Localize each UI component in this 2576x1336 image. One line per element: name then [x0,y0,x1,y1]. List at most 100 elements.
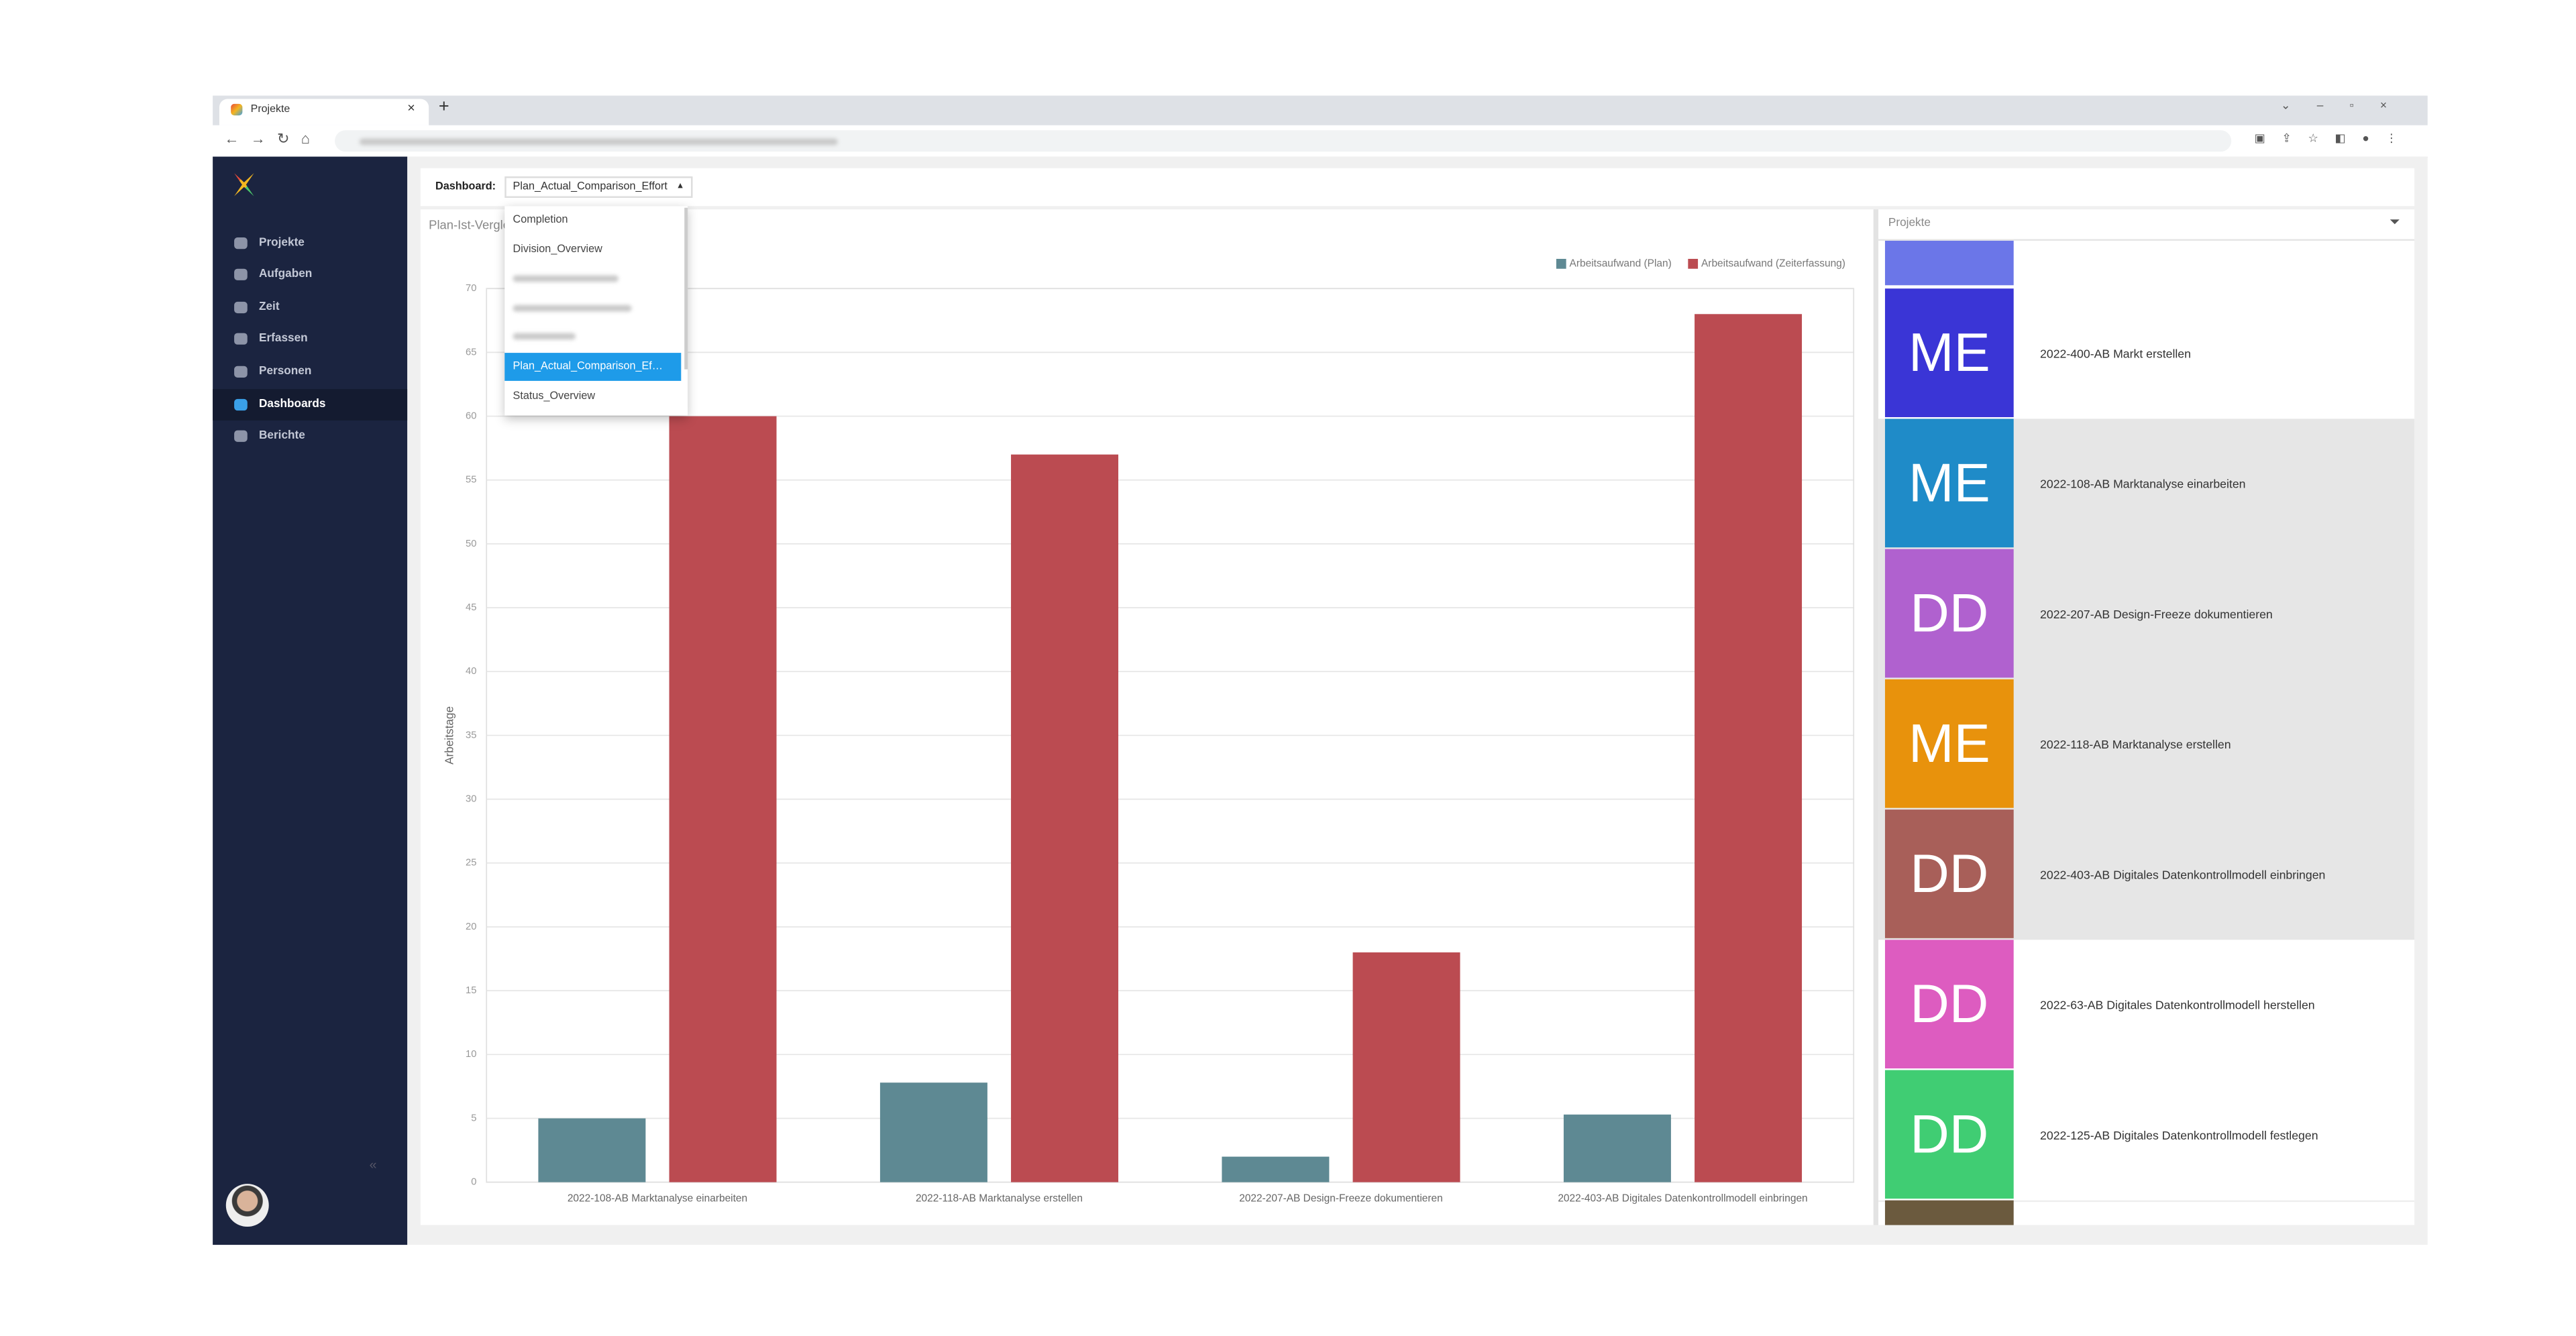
tab-close[interactable]: × [407,100,415,116]
y-tick-label: 35 [466,730,476,740]
y-tick-label: 10 [466,1049,476,1060]
y-tick-label: 30 [466,794,476,805]
project-row[interactable]: ME 2022-400-AB Markt erstellen [1878,288,2415,421]
nav-item[interactable]: Personen [213,356,407,388]
nav-label: Dashboards [258,398,326,410]
dropdown-option[interactable]: Plan_Actual_Comparison_Ef… [504,351,682,380]
nav-item[interactable]: Zeit [213,291,407,323]
dropdown-scrollbar[interactable] [684,207,688,370]
nav-item[interactable]: Dashboards [213,388,408,420]
project-row[interactable]: DD 2022-207-AB Design-Freeze dokumentiere… [1878,549,2415,681]
nav-item[interactable]: Aufgaben [213,259,407,290]
tab-bar [213,95,2428,125]
collapse-button[interactable]: « [369,1157,377,1172]
project-row[interactable]: ME 2022-118-AB Marktanalyse erstellen [1878,679,2415,812]
projects-title: Projekte [1888,217,1931,229]
bar [1563,1114,1671,1182]
select-caret: ▴ [678,181,683,192]
option-blurred [513,304,632,312]
tab[interactable] [219,99,429,125]
tab-title: Projekte [250,103,290,116]
project-name: 2022-108-AB Marktanalyse einarbeiten [2040,476,2246,491]
y-tick-label: 5 [471,1113,476,1123]
project-name: 2022-125-AB Digitales Datenkontrollmodel… [2040,1127,2318,1142]
nav-icon [234,268,248,281]
nav-item[interactable]: Berichte [213,421,407,452]
project-row[interactable]: DD 2022-403-AB Digitales Datenkontrollmod… [1878,810,2415,942]
filter-icon[interactable]: ⏷ [2390,214,2400,229]
dropdown-option[interactable]: Division_Overview [513,243,602,255]
project-avatar: DD [1884,940,2014,1069]
bar [669,416,777,1182]
nav-item[interactable]: Projekte [213,227,407,258]
chart-title: Plan-Ist-Vergleich [429,218,525,232]
x-tick-label: 2022-118-AB Marktanalyse erstellen [916,1192,1083,1204]
x-tick-label: 2022-403-AB Digitales Datenkontrollmodel… [1558,1192,1807,1204]
y-tick-label: 15 [466,985,476,996]
nav-icon [234,398,248,410]
legend-label: Arbeitsaufwand (Zeiterfassung) [1701,258,1845,269]
legend-swatch [1556,258,1566,269]
avatar-partial [1884,1200,2014,1225]
y-tick-label: 55 [466,475,476,486]
y-tick-label: 65 [466,347,476,357]
dropdown-option[interactable]: Status_Overview [513,390,596,402]
y-tick-label: 70 [466,283,476,294]
nav-label: Erfassen [258,333,308,345]
project-avatar: DD [1884,1070,2014,1199]
y-tick-label: 40 [466,666,476,677]
project-row[interactable]: ME 2022-108-AB Marktanalyse einarbeiten [1878,419,2415,551]
project-row[interactable]: DD 2022-125-AB Digitales Datenkontrollmod… [1878,1070,2415,1203]
project-row[interactable]: DD 2022-63-AB Digitales Datenkontrollmode… [1878,940,2415,1072]
project-name: 2022-403-AB Digitales Datenkontrollmodel… [2040,866,2326,882]
url-text-blurred [359,138,838,146]
dashboard-select-value: Plan_Actual_Comparison_Effort [513,181,667,193]
x-tick-label: 2022-108-AB Marktanalyse einarbeiten [568,1192,747,1204]
y-tick-label: 20 [466,922,476,932]
browser-icons[interactable]: ▣⇪☆◧●⋮ [2254,133,2414,146]
nav-icon [234,236,248,248]
dropdown-option[interactable]: Completion [513,213,568,225]
nav-label: Projekte [258,236,305,248]
bar [1695,314,1803,1182]
project-avatar: ME [1884,288,2014,417]
dashboard-select[interactable] [504,176,693,199]
project-avatar: ME [1884,679,2014,808]
project-name: 2022-207-AB Design-Freeze dokumentieren [2040,606,2273,621]
y-tick-label: 60 [466,410,476,421]
option-blurred [513,275,619,282]
bar [879,1082,987,1182]
toolbar [420,168,2415,207]
nav-icon [234,333,248,345]
bar [1352,952,1460,1182]
nav-icon [234,366,248,378]
project-name: 2022-63-AB Digitales Datenkontrollmodell… [2040,997,2315,1012]
nav-item[interactable]: Erfassen [213,324,407,355]
legend-swatch [1688,258,1699,269]
tab-icon [231,103,243,116]
nav-label: Personen [258,366,312,378]
nav-buttons[interactable]: ←→↻⌂ [224,130,322,147]
plot-frame [486,288,1855,1183]
new-tab[interactable]: + [438,97,449,117]
y-tick-label: 45 [466,602,476,613]
nav-label: Aufgaben [258,268,313,281]
y-tick-label: 50 [466,539,476,549]
option-blurred [513,333,576,340]
user-avatar[interactable] [225,1184,269,1227]
nav-label: Zeit [258,301,280,313]
y-axis-label: Arbeitstage [443,706,456,765]
divider [1878,239,2415,241]
avatar-partial [1884,240,2014,286]
bar [1222,1156,1330,1182]
legend-label: Arbeitsaufwand (Plan) [1570,258,1672,269]
splitter[interactable] [1873,209,1879,1225]
chart: Plan-Ist-Vergleich Arbeitstage 051015202… [429,218,1855,1204]
nav-label: Berichte [258,430,305,443]
window-controls[interactable]: ⌄–▫× [2280,100,2414,113]
project-name: 2022-118-AB Marktanalyse erstellen [2040,736,2231,751]
project-avatar: DD [1884,549,2014,678]
toolbar-label: Dashboard: [435,181,496,193]
nav-icon [234,430,248,443]
